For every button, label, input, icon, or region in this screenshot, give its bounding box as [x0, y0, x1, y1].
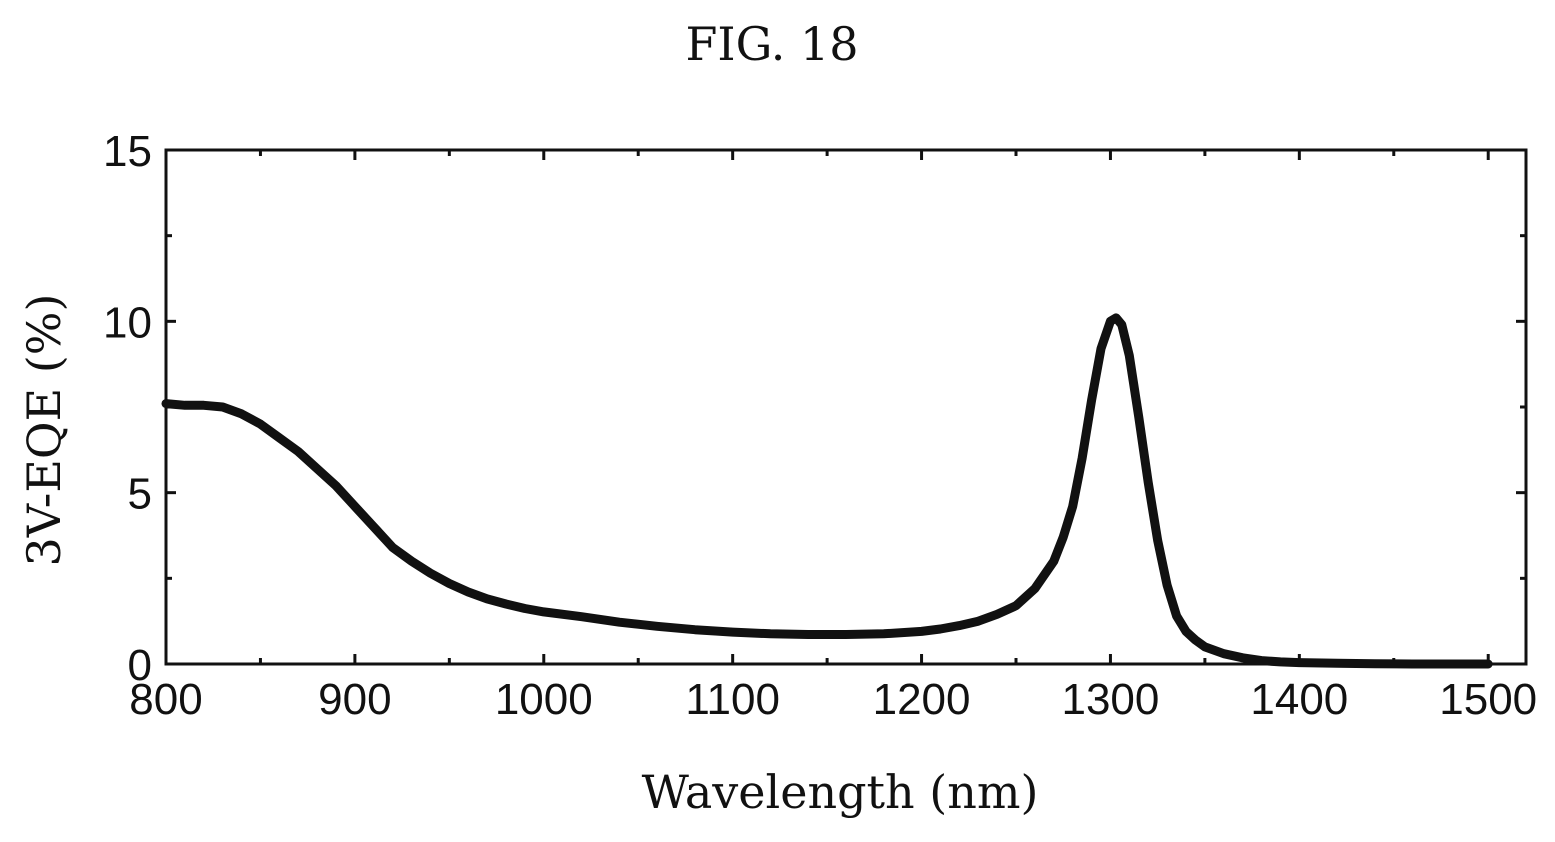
y-axis: 0 5 10 15: [103, 127, 1526, 690]
x-tick-label: 800: [129, 675, 202, 724]
y-tick-label: 15: [103, 127, 152, 176]
series-line: [161, 313, 1493, 669]
x-tick-label: 1200: [873, 675, 971, 724]
x-axis-label: Wavelength (nm): [642, 765, 1039, 819]
y-tick-label: 10: [103, 298, 152, 347]
series-layer: [161, 313, 1493, 669]
y-tick-label: 5: [128, 470, 152, 519]
x-axis: 800 900 1000 1100 1200 1300 1400 1500: [129, 150, 1537, 724]
x-tick-label: 1300: [1061, 675, 1159, 724]
y-tick-label: 0: [128, 641, 152, 690]
x-tick-label: 1000: [495, 675, 593, 724]
figure-title: FIG. 18: [686, 17, 859, 71]
plot-area: 800 900 1000 1100 1200 1300 1400 1500 0 5 10 15: [103, 127, 1537, 724]
y-axis-label: 3V-EQE (%): [17, 294, 71, 567]
x-tick-label: 1100: [685, 675, 780, 724]
x-tick-label: 1400: [1250, 675, 1348, 724]
plot-frame: [164, 148, 1528, 666]
x-tick-label: 900: [318, 675, 391, 724]
x-tick-label: 1500: [1439, 675, 1537, 724]
